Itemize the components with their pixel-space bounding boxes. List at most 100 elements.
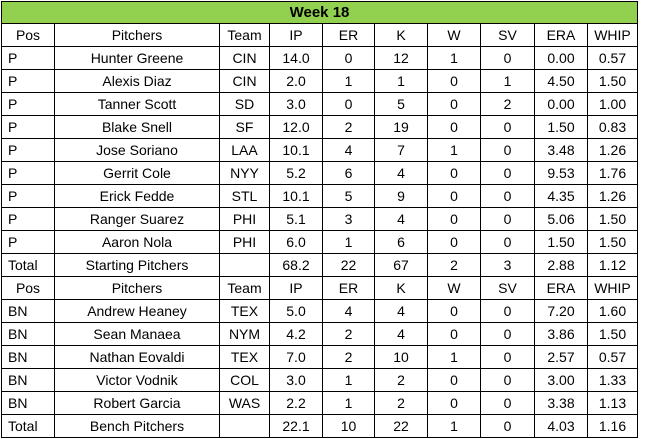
cell-ip: 10.1: [269, 138, 323, 162]
cell-pitcher: Tanner Scott: [54, 92, 220, 116]
table-row: P Erick Fedde STL 10.1 5 9 0 0 4.35 1.26: [1, 184, 638, 208]
cell-w: 0: [427, 230, 481, 254]
cell-w: 0: [427, 161, 481, 185]
cell-era: 3.48: [534, 138, 588, 162]
cell-whip: 0.83: [587, 115, 638, 139]
cell-pos: BN: [1, 345, 55, 369]
cell-pos: P: [1, 69, 55, 93]
cell-pitcher: Erick Fedde: [54, 184, 220, 208]
table-row: P Aaron Nola PHI 6.0 1 6 0 0 1.50 1.50: [1, 230, 638, 254]
cell-er: 3: [322, 207, 375, 231]
cell-whip: 1.50: [587, 69, 638, 93]
table-row: P Gerrit Cole NYY 5.2 6 4 0 0 9.53 1.76: [1, 161, 638, 185]
cell-er: 6: [322, 161, 375, 185]
cell-team: NYY: [219, 161, 270, 185]
header-era: ERA: [534, 276, 588, 300]
cell-ip: 2.0: [269, 69, 323, 93]
header-team: Team: [219, 276, 270, 300]
cell-w: 0: [427, 299, 481, 323]
cell-pitcher: Hunter Greene: [54, 46, 220, 70]
table-row: P Ranger Suarez PHI 5.1 3 4 0 0 5.06 1.50: [1, 207, 638, 231]
cell-er: 5: [322, 184, 375, 208]
cell-er: 0: [322, 46, 375, 70]
cell-sv: 0: [480, 368, 535, 392]
cell-er: 1: [322, 368, 375, 392]
cell-er: 1: [322, 391, 375, 415]
cell-ip: 22.1: [269, 414, 323, 438]
cell-pos: P: [1, 207, 55, 231]
cell-sv: 0: [480, 46, 535, 70]
cell-pitcher: Gerrit Cole: [54, 161, 220, 185]
cell-team: SD: [219, 92, 270, 116]
cell-pitcher: Andrew Heaney: [54, 299, 220, 323]
cell-k: 7: [374, 138, 428, 162]
cell-whip: 0.57: [587, 345, 638, 369]
cell-pos: P: [1, 230, 55, 254]
cell-whip: 1.16: [587, 414, 638, 438]
table-row: P Jose Soriano LAA 10.1 4 7 1 0 3.48 1.26: [1, 138, 638, 162]
cell-k: 9: [374, 184, 428, 208]
cell-k: 2: [374, 368, 428, 392]
cell-team: SF: [219, 115, 270, 139]
cell-w: 2: [427, 253, 481, 277]
cell-pitcher: Nathan Eovaldi: [54, 345, 220, 369]
cell-sv: 0: [480, 161, 535, 185]
cell-era: 3.86: [534, 322, 588, 346]
cell-sv: 0: [480, 138, 535, 162]
cell-pos: P: [1, 92, 55, 116]
cell-team: PHI: [219, 207, 270, 231]
cell-k: 12: [374, 46, 428, 70]
cell-k: 4: [374, 322, 428, 346]
cell-era: 2.57: [534, 345, 588, 369]
cell-ip: 5.2: [269, 161, 323, 185]
total-row-bench: Total Bench Pitchers 22.1 10 22 1 0 4.03 1.16: [1, 414, 638, 438]
header-sv: SV: [480, 276, 535, 300]
cell-era: 1.50: [534, 230, 588, 254]
cell-team: NYM: [219, 322, 270, 346]
cell-pos: BN: [1, 391, 55, 415]
cell-era: 4.03: [534, 414, 588, 438]
cell-pos: Total: [1, 253, 55, 277]
cell-whip: 1.26: [587, 184, 638, 208]
header-row-bench: Pos Pitchers Team IP ER K W SV ERA WHIP: [1, 276, 638, 300]
cell-pos: BN: [1, 368, 55, 392]
cell-pitcher: Blake Snell: [54, 115, 220, 139]
cell-team: CIN: [219, 69, 270, 93]
cell-sv: 0: [480, 299, 535, 323]
cell-k: 67: [374, 253, 428, 277]
header-whip: WHIP: [587, 23, 638, 47]
cell-era: 1.50: [534, 115, 588, 139]
cell-pos: P: [1, 184, 55, 208]
cell-whip: 1.50: [587, 322, 638, 346]
cell-pitcher: Jose Soriano: [54, 138, 220, 162]
cell-ip: 5.0: [269, 299, 323, 323]
cell-whip: 1.60: [587, 299, 638, 323]
cell-whip: 1.76: [587, 161, 638, 185]
cell-ip: 3.0: [269, 92, 323, 116]
cell-k: 4: [374, 299, 428, 323]
header-w: W: [427, 23, 481, 47]
cell-era: 4.50: [534, 69, 588, 93]
table-row: BN Nathan Eovaldi TEX 7.0 2 10 1 0 2.57 0.57: [1, 345, 638, 369]
cell-whip: 1.00: [587, 92, 638, 116]
cell-era: 9.53: [534, 161, 588, 185]
cell-w: 0: [427, 391, 481, 415]
header-ip: IP: [269, 276, 323, 300]
cell-k: 5: [374, 92, 428, 116]
cell-whip: 1.12: [587, 253, 638, 277]
cell-w: 0: [427, 92, 481, 116]
table-row: P Alexis Diaz CIN 2.0 1 1 0 1 4.50 1.50: [1, 69, 638, 93]
header-pitcher: Pitchers: [54, 23, 220, 47]
header-er: ER: [322, 23, 375, 47]
cell-pitcher: Sean Manaea: [54, 322, 220, 346]
cell-w: 0: [427, 69, 481, 93]
cell-ip: 14.0: [269, 46, 323, 70]
total-row-starters: Total Starting Pitchers 68.2 22 67 2 3 2.88 1.12: [1, 253, 638, 277]
cell-sv: 0: [480, 184, 535, 208]
header-w: W: [427, 276, 481, 300]
header-pitcher: Pitchers: [54, 276, 220, 300]
cell-er: 1: [322, 69, 375, 93]
cell-sv: 0: [480, 391, 535, 415]
header-team: Team: [219, 23, 270, 47]
